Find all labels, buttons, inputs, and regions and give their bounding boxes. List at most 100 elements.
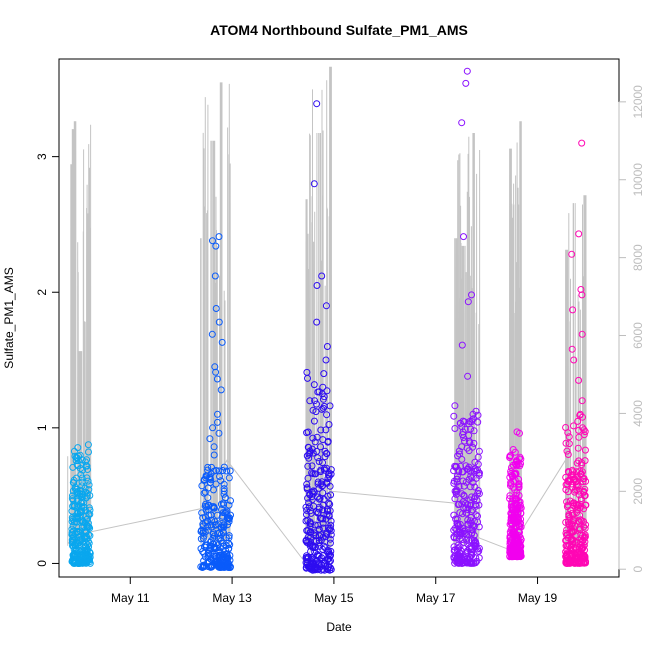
data-point: [309, 490, 317, 498]
data-point: [82, 462, 90, 470]
data-point: [575, 517, 583, 525]
data-point: [313, 282, 321, 289]
data-point: [82, 494, 90, 502]
y-tick-label: 2: [35, 289, 49, 296]
data-point: [78, 493, 86, 501]
data-point: [311, 521, 319, 529]
data-point: [581, 558, 589, 566]
data-point: [462, 79, 470, 87]
data-point: [463, 509, 471, 517]
data-point: [578, 291, 586, 299]
data-point: [580, 518, 588, 525]
data-point: [325, 421, 333, 428]
data-point: [220, 463, 228, 471]
data-point: [220, 487, 228, 495]
data-point: [324, 438, 332, 446]
y2-tick-label: 0: [631, 566, 645, 573]
data-point: [212, 368, 220, 376]
data-point: [455, 500, 463, 508]
data-point: [304, 374, 311, 382]
data-point: [212, 305, 220, 312]
data-point: [308, 559, 316, 567]
data-point: [303, 506, 311, 514]
data-point: [321, 544, 329, 552]
y2-tick-label: 10000: [631, 163, 645, 197]
data-point: [470, 427, 478, 435]
chart-title: ATOM4 Northbound Sulfate_PM1_AMS: [210, 22, 468, 38]
data-point: [566, 559, 574, 567]
data-point: [563, 503, 571, 511]
data-point: [475, 554, 483, 562]
data-point: [78, 474, 86, 482]
data-point: [513, 545, 521, 553]
data-point: [579, 424, 587, 432]
data-point: [200, 549, 208, 557]
y2-tick-label: 6000: [631, 322, 645, 349]
data-point: [458, 341, 466, 349]
data-point: [468, 416, 476, 424]
data-point: [306, 522, 314, 530]
data-point: [303, 452, 311, 460]
data-point: [459, 417, 467, 425]
data-point: [471, 493, 479, 501]
data-point: [471, 458, 479, 466]
data-point: [565, 440, 573, 448]
data-point: [516, 453, 524, 461]
data-point: [224, 553, 232, 561]
data-point: [462, 478, 470, 486]
y2-tick-label: 12000: [631, 85, 645, 119]
data-point: [576, 410, 584, 418]
data-point: [78, 478, 86, 486]
data-point: [323, 387, 331, 395]
data-point: [304, 533, 312, 541]
data-point: [311, 397, 319, 405]
data-point: [318, 405, 326, 413]
data-point: [210, 451, 218, 459]
data-point: [309, 470, 317, 478]
data-point: [225, 544, 233, 552]
data-point: [318, 390, 326, 398]
data-point: [326, 482, 334, 490]
data-point: [580, 431, 588, 439]
x-axis-label: Date: [326, 620, 352, 634]
data-point: [566, 476, 574, 484]
data-point: [566, 529, 574, 537]
data-point: [212, 559, 220, 567]
data-point: [456, 450, 463, 458]
data-point: [463, 444, 471, 452]
data-point: [225, 518, 233, 525]
data-point: [210, 443, 218, 451]
data-point: [581, 553, 589, 561]
data-point: [313, 318, 321, 326]
data-point: [581, 446, 589, 454]
data-point: [468, 291, 475, 299]
data-point: [517, 460, 524, 468]
data-point: [217, 386, 225, 394]
data-point: [217, 524, 225, 532]
data-point: [314, 388, 322, 396]
data-point: [303, 485, 311, 493]
data-point: [456, 526, 463, 533]
data-point: [327, 517, 335, 525]
data-point: [84, 441, 92, 449]
data-point: [69, 463, 77, 471]
data-point: [69, 492, 76, 500]
data-point: [570, 356, 578, 364]
data-point: [69, 487, 77, 495]
data-point: [580, 541, 588, 549]
data-point: [304, 462, 312, 470]
data-point: [576, 526, 584, 534]
data-point: [218, 338, 226, 346]
data-point: [507, 538, 515, 546]
data-point: [571, 488, 579, 496]
data-point: [460, 434, 468, 441]
plot-frame: [58, 58, 620, 578]
data-point: [454, 541, 462, 549]
data-point: [306, 520, 314, 528]
data-point: [213, 511, 221, 519]
data-point: [214, 562, 222, 570]
data-point: [563, 447, 571, 455]
data-point: [309, 487, 317, 495]
data-point: [304, 428, 312, 436]
